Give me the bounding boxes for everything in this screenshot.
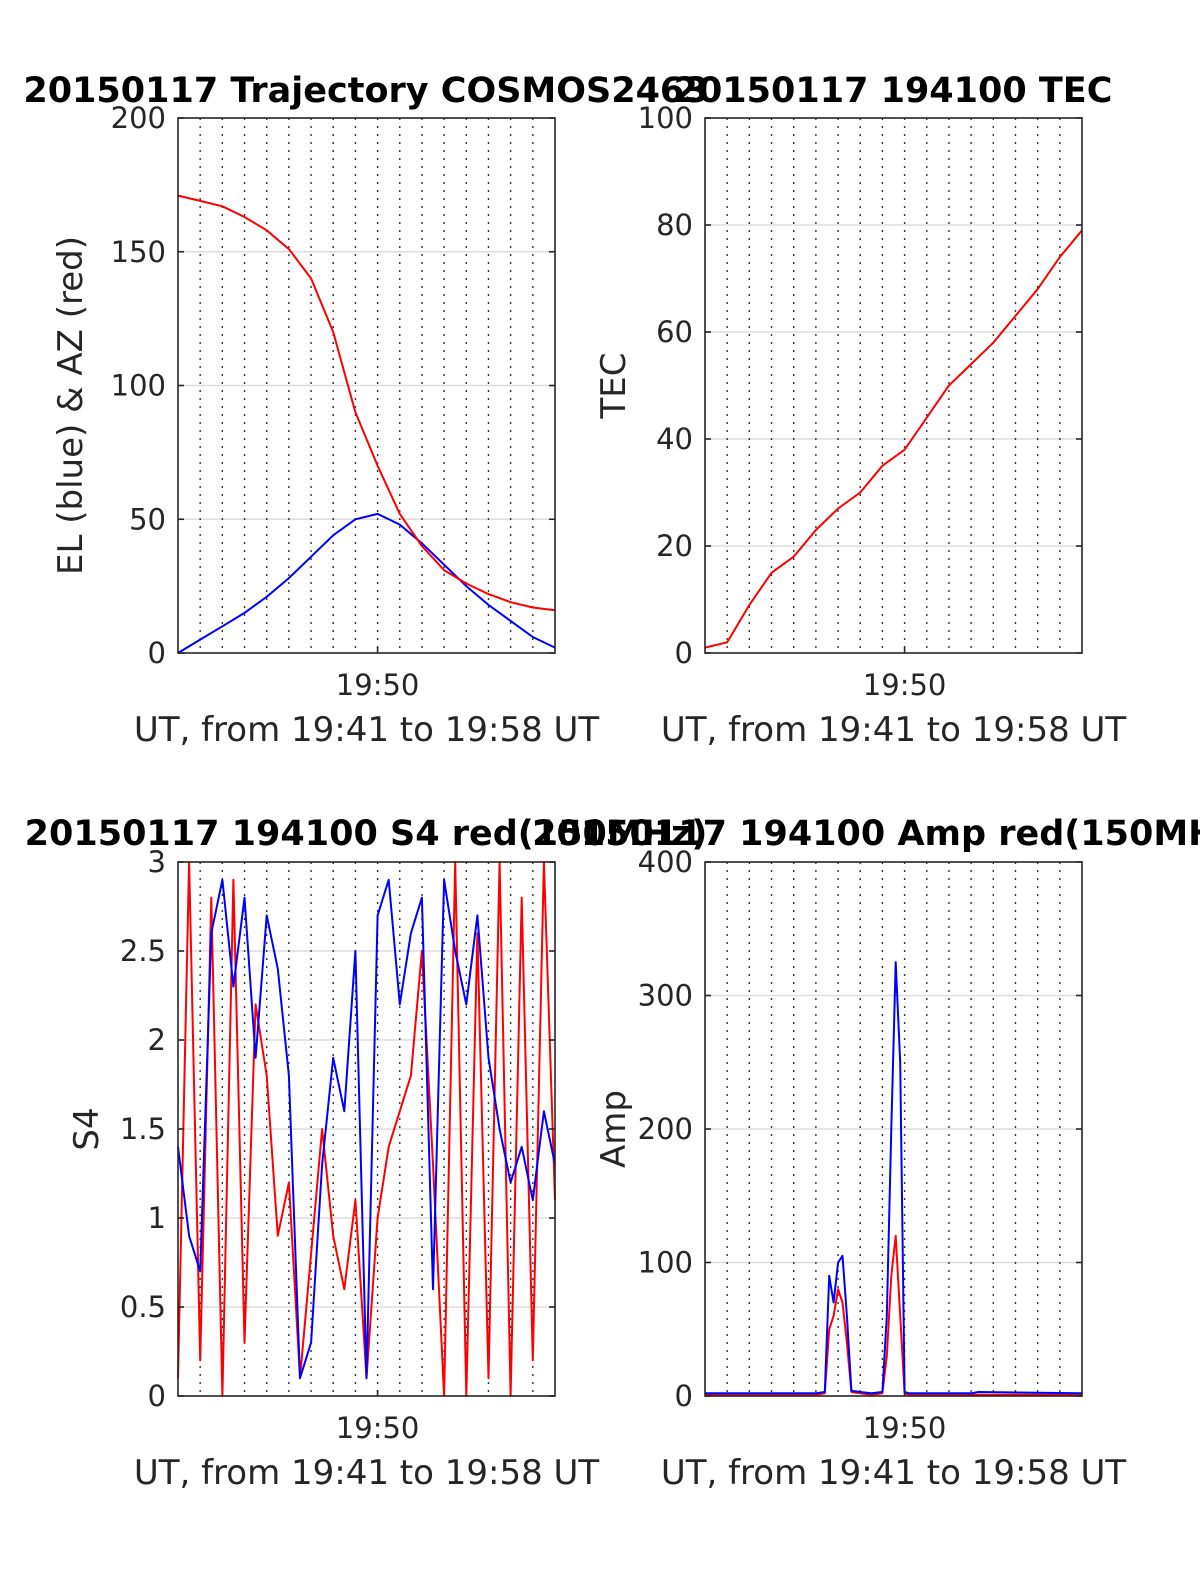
x-tick-label: 19:50	[336, 668, 420, 702]
y-axis-label: S4	[67, 1107, 107, 1150]
y-tick-label: 40	[656, 422, 693, 456]
y-tick-label: 0	[148, 636, 166, 670]
y-tick-label: 200	[111, 101, 166, 135]
y-tick-label: 0	[675, 1379, 693, 1413]
chart-title: 20150117 194100 TEC	[674, 71, 1113, 111]
y-tick-label: 50	[129, 502, 166, 536]
chart-title: 20150117 194100 Amp red(150MHz)	[532, 814, 1200, 854]
y-axis-label: Amp	[594, 1090, 634, 1168]
x-axis-label: UT, from 19:41 to 19:58 UT	[134, 710, 600, 750]
x-tick-label: 19:50	[863, 668, 947, 702]
chart-title: 20150117 Trajectory COSMOS2463	[23, 71, 708, 111]
series-line-0	[177, 512, 556, 654]
y-tick-label: 300	[638, 979, 693, 1013]
axes-box	[704, 117, 1083, 654]
y-tick-label: 100	[638, 1246, 693, 1280]
y-tick-label: 1	[148, 1201, 166, 1235]
y-tick-label: 2	[148, 1023, 166, 1057]
y-tick-label: 0.5	[120, 1290, 166, 1324]
y-tick-label: 400	[638, 845, 693, 879]
y-axis-label: TEC	[594, 353, 634, 420]
plot-area	[705, 118, 1082, 653]
x-tick-label: 19:50	[336, 1411, 420, 1445]
y-tick-label: 100	[638, 101, 693, 135]
y-tick-label: 20	[656, 529, 693, 563]
y-tick-label: 2.5	[120, 934, 166, 968]
y-tick-label: 60	[656, 315, 693, 349]
chart-tec: 0 20 40 60 80 100 19:50 UT, from 19:41 to 19:58…	[594, 71, 1126, 750]
y-tick-label: 200	[638, 1112, 693, 1146]
x-tick-label: 19:50	[863, 1411, 947, 1445]
series-line-1	[177, 878, 556, 1380]
y-tick-label: 0	[148, 1379, 166, 1413]
series-line-1	[177, 194, 556, 612]
x-axis-label: UT, from 19:41 to 19:58 UT	[134, 1453, 600, 1493]
y-tick-label: 80	[656, 208, 693, 242]
chart-title: 20150117 194100 S4 red(150MHz)	[25, 814, 708, 854]
series-line-0	[704, 229, 1083, 649]
y-tick-label: 100	[111, 369, 166, 403]
y-tick-label: 1.5	[120, 1112, 166, 1146]
x-axis-label: UT, from 19:41 to 19:58 UT	[661, 1453, 1127, 1493]
y-tick-label: 150	[111, 235, 166, 269]
chart-amp: 0 100 200 300 400 19:50 UT, from 19:41 to 19:5…	[532, 814, 1200, 1493]
series-line-1	[705, 961, 1083, 1395]
y-tick-label: 3	[148, 845, 166, 879]
y-tick-label: 0	[675, 636, 693, 670]
x-axis-label: UT, from 19:41 to 19:58 UT	[661, 710, 1127, 750]
chart-s4: 0 0.5 1 1.5 2 2.5 3 19:50 UT, from 19:41 to 19:5…	[25, 814, 708, 1493]
y-axis-label: EL (blue) & AZ (red)	[51, 236, 91, 575]
